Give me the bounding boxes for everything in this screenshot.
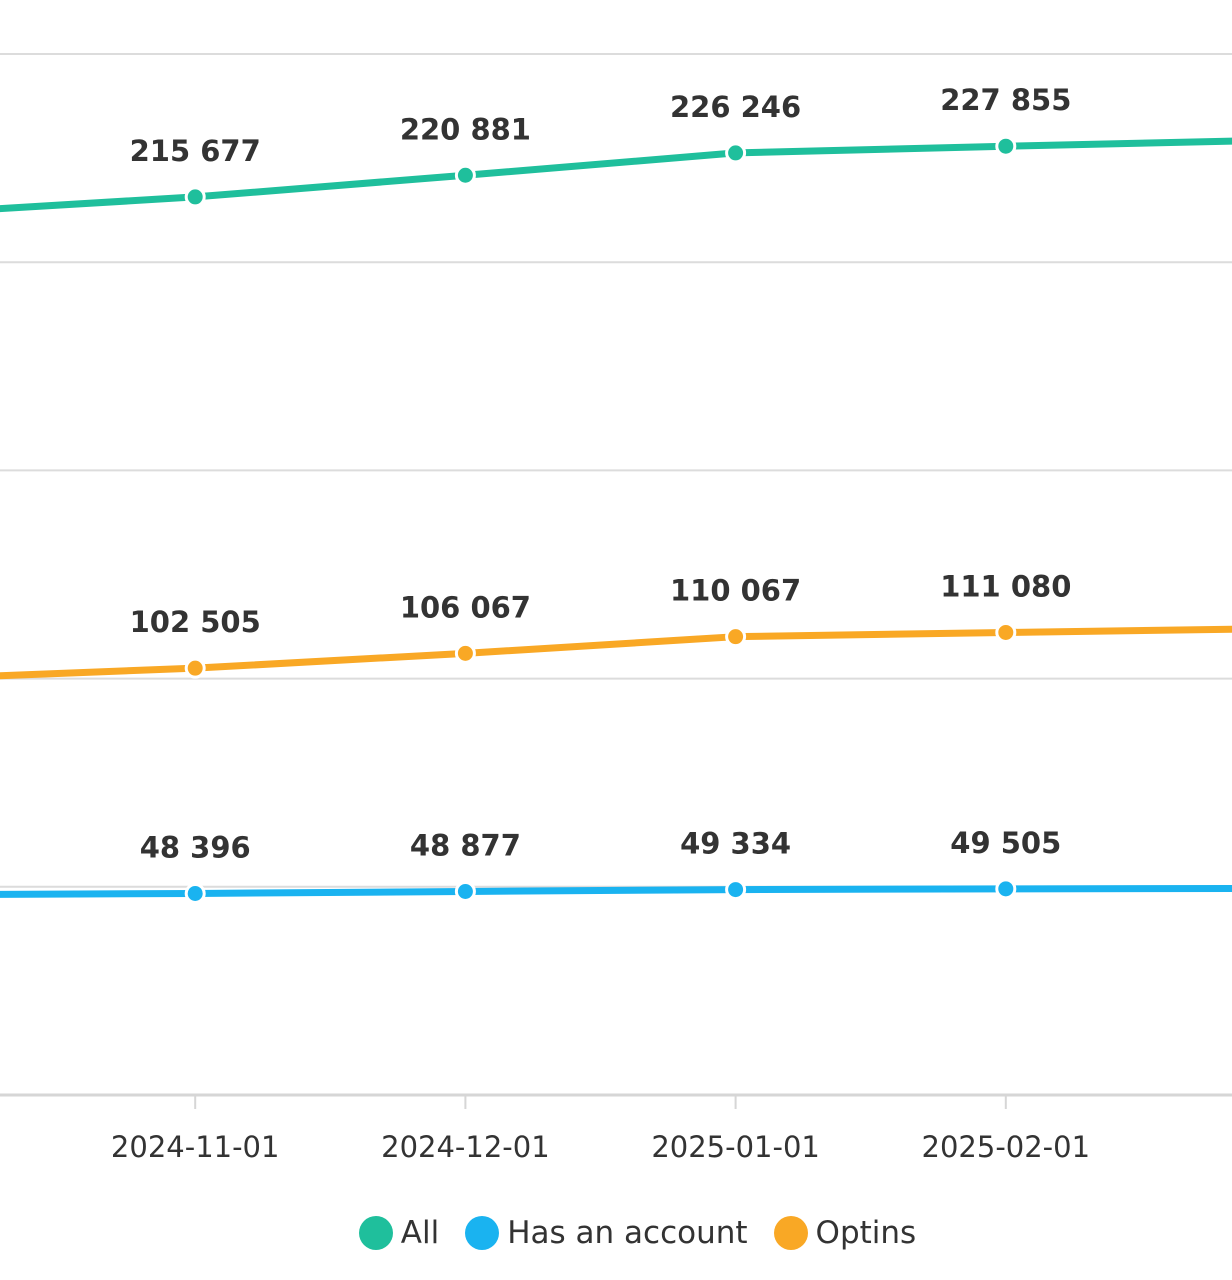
data-point[interactable] <box>454 164 476 186</box>
data-label: 215 677 <box>130 134 261 168</box>
series-line-1 <box>0 885 1232 898</box>
data-label: 49 505 <box>950 826 1061 860</box>
legend: All Has an account Optins <box>0 1208 1232 1258</box>
data-label: 48 396 <box>140 830 251 864</box>
x-tick-label: 2025-01-01 <box>651 1130 820 1164</box>
data-point[interactable] <box>725 879 747 901</box>
legend-label: All <box>400 1215 440 1251</box>
legend-item[interactable]: Optins <box>773 1215 917 1251</box>
x-tick-label: 2024-12-01 <box>381 1130 550 1164</box>
data-labels: 215 677 220 881 226 246 227 855 48 396 48 877… <box>127 80 1075 867</box>
data-label: 49 334 <box>680 827 791 861</box>
data-label: 226 246 <box>670 90 801 124</box>
data-point[interactable] <box>184 657 206 679</box>
data-label: 220 881 <box>400 112 531 146</box>
legend-marker <box>773 1216 808 1250</box>
data-point[interactable] <box>995 135 1017 157</box>
data-point[interactable] <box>184 186 206 208</box>
legend-marker <box>465 1216 500 1250</box>
data-label: 227 855 <box>940 83 1071 117</box>
series-group <box>0 135 1232 904</box>
legend-marker <box>358 1216 393 1250</box>
legend-label: Has an account <box>507 1215 748 1251</box>
x-tick-label: 2024-11-01 <box>111 1130 280 1164</box>
data-label: 106 067 <box>400 590 531 624</box>
data-point[interactable] <box>995 878 1017 900</box>
data-point[interactable] <box>725 626 747 648</box>
x-tick-label: 2025-02-01 <box>922 1130 1091 1164</box>
data-label: 111 080 <box>940 569 1071 603</box>
x-axis: 2024-11-01 2024-12-01 2025-01-01 2025-02-01 <box>0 1093 1232 1164</box>
data-label: 48 877 <box>410 828 521 862</box>
data-point[interactable] <box>184 882 206 904</box>
legend-item[interactable]: Has an account <box>465 1215 748 1251</box>
data-label: 102 505 <box>130 605 261 639</box>
data-point[interactable] <box>725 142 747 164</box>
legend-label: Optins <box>815 1215 917 1251</box>
data-point[interactable] <box>995 621 1017 643</box>
data-point[interactable] <box>454 880 476 902</box>
data-label: 110 067 <box>670 574 801 608</box>
grid-lines <box>0 53 1232 888</box>
series-line-0 <box>0 137 1232 213</box>
series-line-2 <box>0 625 1232 680</box>
legend-item[interactable]: All <box>358 1215 440 1251</box>
data-point[interactable] <box>454 642 476 664</box>
